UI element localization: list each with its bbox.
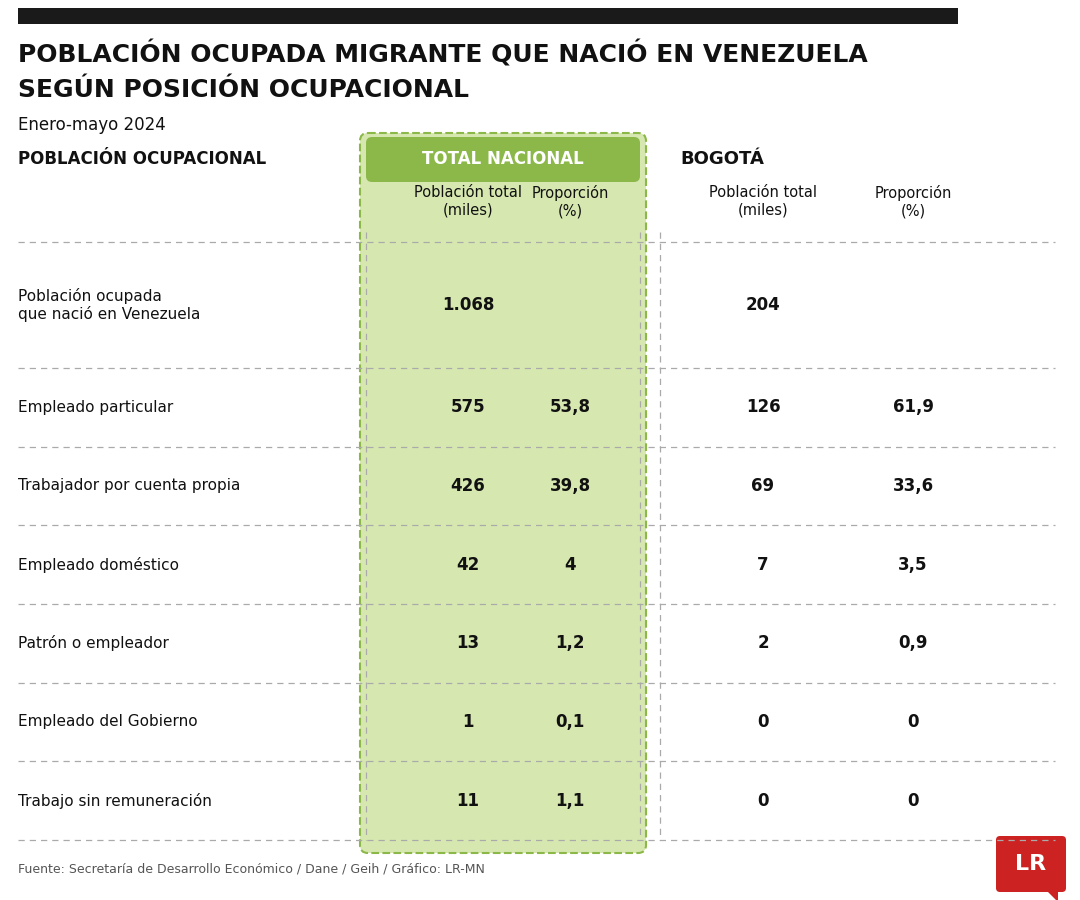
Text: SEGÚN POSICIÓN OCUPACIONAL: SEGÚN POSICIÓN OCUPACIONAL	[18, 78, 469, 102]
Polygon shape	[1044, 888, 1058, 900]
Text: Población ocupada
que nació en Venezuela: Población ocupada que nació en Venezuela	[18, 288, 201, 322]
FancyBboxPatch shape	[366, 137, 640, 182]
Text: 69: 69	[752, 477, 774, 495]
Text: 0,9: 0,9	[899, 634, 928, 652]
Text: 11: 11	[457, 792, 480, 810]
Text: Trabajo sin remuneración: Trabajo sin remuneración	[18, 793, 212, 809]
Text: 7: 7	[757, 555, 769, 573]
Text: Empleado del Gobierno: Empleado del Gobierno	[18, 715, 198, 730]
Text: 61,9: 61,9	[892, 398, 933, 416]
Text: 0: 0	[907, 792, 919, 810]
Text: 126: 126	[745, 398, 781, 416]
Text: 1,2: 1,2	[555, 634, 584, 652]
FancyBboxPatch shape	[360, 133, 646, 853]
Text: Población total
(miles): Población total (miles)	[708, 185, 816, 218]
Text: 204: 204	[745, 296, 781, 314]
Text: POBLACIÓN OCUPACIONAL: POBLACIÓN OCUPACIONAL	[18, 150, 267, 168]
Text: 0: 0	[757, 713, 769, 731]
Text: TOTAL NACIONAL: TOTAL NACIONAL	[422, 150, 584, 168]
Text: 33,6: 33,6	[892, 477, 933, 495]
Text: 0: 0	[757, 792, 769, 810]
Text: 426: 426	[450, 477, 485, 495]
Text: POBLACIÓN OCUPADA MIGRANTE QUE NACIÓ EN VENEZUELA: POBLACIÓN OCUPADA MIGRANTE QUE NACIÓ EN …	[18, 40, 867, 67]
Text: 13: 13	[457, 634, 480, 652]
Text: 0: 0	[907, 713, 919, 731]
Text: Fuente: Secretaría de Desarrollo Económico / Dane / Geih / Gráfico: LR-MN: Fuente: Secretaría de Desarrollo Económi…	[18, 862, 485, 875]
Text: 1.068: 1.068	[442, 296, 495, 314]
Text: 0,1: 0,1	[555, 713, 584, 731]
FancyBboxPatch shape	[18, 8, 958, 24]
Text: 39,8: 39,8	[550, 477, 591, 495]
Text: 575: 575	[450, 398, 485, 416]
Text: Población total
(miles): Población total (miles)	[414, 185, 522, 218]
Text: Empleado doméstico: Empleado doméstico	[18, 556, 179, 572]
Text: Empleado particular: Empleado particular	[18, 400, 173, 415]
Text: 2: 2	[757, 634, 769, 652]
Text: LR: LR	[1015, 854, 1047, 874]
Text: 1,1: 1,1	[555, 792, 584, 810]
Text: Trabajador por cuenta propia: Trabajador por cuenta propia	[18, 479, 241, 493]
Text: Proporción
(%): Proporción (%)	[531, 185, 609, 219]
Text: BOGOTÁ: BOGOTÁ	[680, 150, 764, 168]
Text: 3,5: 3,5	[899, 555, 928, 573]
Text: 1: 1	[462, 713, 474, 731]
Text: Patrón o empleador: Patrón o empleador	[18, 635, 168, 652]
Text: 4: 4	[564, 555, 576, 573]
FancyBboxPatch shape	[996, 836, 1066, 892]
Text: Enero-mayo 2024: Enero-mayo 2024	[18, 116, 165, 134]
Text: 53,8: 53,8	[550, 398, 591, 416]
Text: 42: 42	[457, 555, 480, 573]
Text: Proporción
(%): Proporción (%)	[875, 185, 951, 219]
